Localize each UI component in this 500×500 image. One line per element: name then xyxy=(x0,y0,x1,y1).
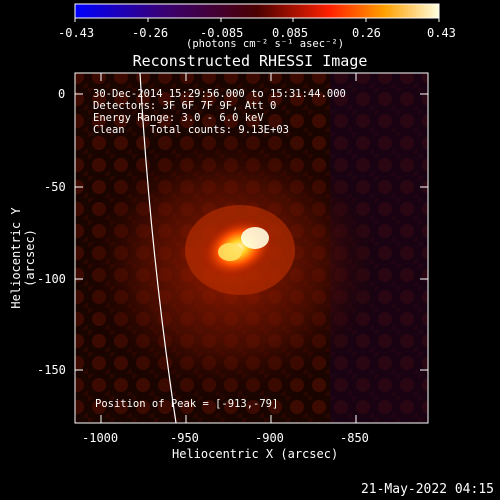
plot-title: Reconstructed RHESSI Image xyxy=(132,52,368,70)
colorbar-tick-label: 0.085 xyxy=(272,26,309,40)
solar-limb-curve xyxy=(139,73,177,423)
x-tick-label: -1000 xyxy=(82,431,119,445)
x-tick-label: -950 xyxy=(170,431,199,445)
colorbar-ticks xyxy=(74,18,440,22)
colorbar-tick-label: 0.26 xyxy=(352,26,381,40)
colorbar-tick-label: -0.43 xyxy=(58,26,95,40)
x-ticks xyxy=(100,73,357,423)
colorbar-tick-label: -0.26 xyxy=(132,26,169,40)
energy-range-annotation: Energy Range: 3.0 - 6.0 keV xyxy=(93,112,264,124)
y-tick-label: -150 xyxy=(37,363,66,377)
colorbar-units: (photons cm⁻² s⁻¹ asec⁻²) xyxy=(186,38,345,50)
y-tick-label: 0 xyxy=(58,87,66,101)
colorbar-tick-label: 0.43 xyxy=(427,26,456,40)
clean-annotation: Clean Total counts: 9.13E+03 xyxy=(93,124,289,136)
x-axis-label: Heliocentric X (arcsec) xyxy=(172,447,339,461)
detectors-annotation: Detectors: 3F 6F 7F 9F, Att 0 xyxy=(93,100,277,112)
peak-position-annotation: Position of Peak = [-913,-79] xyxy=(95,398,279,410)
y-tick-label: -50 xyxy=(44,180,66,194)
plot-frame xyxy=(74,72,429,424)
rhessi-image xyxy=(75,73,428,423)
x-tick-label: -900 xyxy=(255,431,284,445)
colorbar xyxy=(74,3,440,19)
x-tick-label: -850 xyxy=(340,431,369,445)
y-tick-label: -100 xyxy=(37,272,66,286)
time-range-annotation: 30-Dec-2014 15:29:56.000 to 15:31:44.000 xyxy=(93,88,346,100)
footer-timestamp: 21-May-2022 04:15 xyxy=(360,482,494,497)
y-ticks xyxy=(75,93,428,371)
colorbar-tick-label: -0.085 xyxy=(200,26,244,40)
y-axis-label: Heliocentric Y (arcsec) xyxy=(9,207,37,309)
